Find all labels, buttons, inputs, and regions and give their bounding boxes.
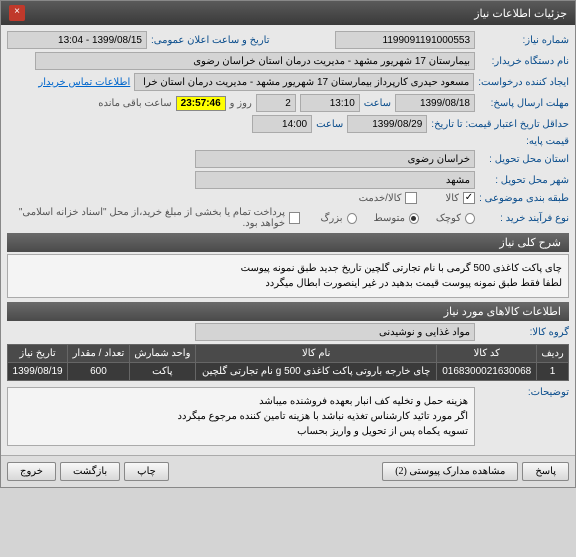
- creator-label: ایجاد کننده درخواست:: [478, 77, 569, 88]
- notes-label: توضیحات:: [479, 387, 569, 398]
- desc-box: چای پاکت کاغذی 500 گرمی با نام تجارتی گل…: [7, 254, 569, 298]
- days-field: 2: [256, 94, 296, 112]
- td-name: چای خارجه باروتی پاکت کاغذی 500 g نام تج…: [195, 363, 436, 381]
- process-large-label: بزرگ: [320, 213, 342, 224]
- process-medium-label: متوسط: [374, 213, 405, 224]
- table-header-row: ردیف کد کالا نام کالا واحد شمارش تعداد /…: [8, 345, 569, 363]
- desc-line-2: لطفا فقط طبق نمونه پیوست قیمت بدهید در غ…: [14, 276, 562, 291]
- process-large-radio[interactable]: [347, 213, 357, 224]
- process-small-radio[interactable]: [465, 213, 475, 224]
- td-unit: پاکت: [129, 363, 195, 381]
- td-row: 1: [537, 363, 569, 381]
- payment-checkbox[interactable]: [289, 212, 300, 224]
- deadline-time: 13:10: [300, 94, 360, 112]
- need-no-field: 1199091191000553: [335, 31, 475, 49]
- answer-button[interactable]: پاسخ: [522, 462, 569, 481]
- th-qty: تعداد / مقدار: [68, 345, 130, 363]
- items-section-header: اطلاعات کالاهای مورد نیاز: [7, 302, 569, 321]
- th-date: تاریخ نیاز: [8, 345, 68, 363]
- validity-label: حداقل تاریخ اعتبار قیمت: تا تاریخ:: [431, 119, 569, 130]
- deadline-label: مهلت ارسال پاسخ:: [479, 98, 569, 109]
- announce-label: تاریخ و ساعت اعلان عمومی:: [151, 35, 270, 46]
- group-field: مواد غذایی و نوشیدنی: [195, 323, 475, 341]
- th-unit: واحد شمارش: [129, 345, 195, 363]
- contact-link[interactable]: اطلاعات تماس خریدار: [38, 77, 130, 88]
- process-label: نوع فرآیند خرید :: [479, 213, 569, 224]
- notes-line-3: تسویه یکماه پس از تحویل و واریز بحساب: [14, 424, 468, 439]
- buyer-label: نام دستگاه خریدار:: [479, 56, 569, 67]
- countdown-timer: 23:57:46: [176, 96, 226, 111]
- titlebar: جزئیات اطلاعات نیاز ×: [1, 1, 575, 25]
- category-item-label: کالا: [445, 193, 459, 204]
- need-no-label: شماره نیاز:: [479, 35, 569, 46]
- category-service-label: کالا/خدمت: [359, 193, 402, 204]
- estimate-label: قیمت پایه:: [479, 136, 569, 147]
- items-table: ردیف کد کالا نام کالا واحد شمارش تعداد /…: [7, 344, 569, 381]
- th-name: نام کالا: [195, 345, 436, 363]
- days-label: روز و: [230, 98, 252, 109]
- time-label-2: ساعت: [316, 119, 343, 130]
- td-code: 0168300021630068: [437, 363, 537, 381]
- delivery-state-label: استان محل تحویل :: [479, 154, 569, 165]
- delivery-city-label: شهر محل تحویل :: [479, 175, 569, 186]
- footer: پاسخ مشاهده مدارک پیوستی (2) چاپ بازگشت …: [1, 455, 575, 487]
- close-icon[interactable]: ×: [9, 5, 25, 21]
- creator-field: مسعود حیدری کارپرداز بیمارستان 17 شهریور…: [134, 73, 474, 91]
- delivery-city-field: مشهد: [195, 171, 475, 189]
- th-row: ردیف: [537, 345, 569, 363]
- category-service-checkbox[interactable]: [405, 192, 417, 204]
- process-medium-radio[interactable]: [409, 213, 419, 224]
- category-item-checkbox[interactable]: [463, 192, 475, 204]
- td-qty: 600: [68, 363, 130, 381]
- notes-line-2: اگر مورد تائید کارشناس تغذیه نباشد با هز…: [14, 409, 468, 424]
- group-label: گروه کالا:: [479, 327, 569, 338]
- print-button[interactable]: چاپ: [124, 462, 169, 481]
- time-label-1: ساعت: [364, 98, 391, 109]
- validity-date: 1399/08/29: [347, 115, 427, 133]
- attachments-button[interactable]: مشاهده مدارک پیوستی (2): [382, 462, 518, 481]
- desc-line-1: چای پاکت کاغذی 500 گرمی با نام تجارتی گل…: [14, 261, 562, 276]
- delivery-state-field: خراسان رضوی: [195, 150, 475, 168]
- table-row[interactable]: 1 0168300021630068 چای خارجه باروتی پاکت…: [8, 363, 569, 381]
- validity-time: 14:00: [252, 115, 312, 133]
- desc-section-header: شرح کلی نیاز: [7, 233, 569, 252]
- payment-note: پرداخت تمام یا بخشی از مبلغ خرید،از محل …: [7, 207, 285, 229]
- buyer-field: بیمارستان 17 شهریور مشهد - مدیریت درمان …: [35, 52, 475, 70]
- notes-line-1: هزینه حمل و تخلیه کف انبار بعهده فروشنده…: [14, 394, 468, 409]
- th-code: کد کالا: [437, 345, 537, 363]
- td-date: 1399/08/19: [8, 363, 68, 381]
- content: شماره نیاز: 1199091191000553 تاریخ و ساع…: [1, 25, 575, 455]
- category-label: طبقه بندی موضوعی :: [479, 193, 569, 204]
- announce-field: 1399/08/15 - 13:04: [7, 31, 147, 49]
- deadline-date: 1399/08/18: [395, 94, 475, 112]
- remaining-label: ساعت باقی مانده: [98, 98, 171, 109]
- process-small-label: کوچک: [436, 213, 461, 224]
- notes-box: هزینه حمل و تخلیه کف انبار بعهده فروشنده…: [7, 387, 475, 446]
- exit-button[interactable]: خروج: [7, 462, 56, 481]
- window-title: جزئیات اطلاعات نیاز: [474, 7, 567, 20]
- back-button[interactable]: بازگشت: [60, 462, 120, 481]
- main-window: جزئیات اطلاعات نیاز × شماره نیاز: 119909…: [0, 0, 576, 488]
